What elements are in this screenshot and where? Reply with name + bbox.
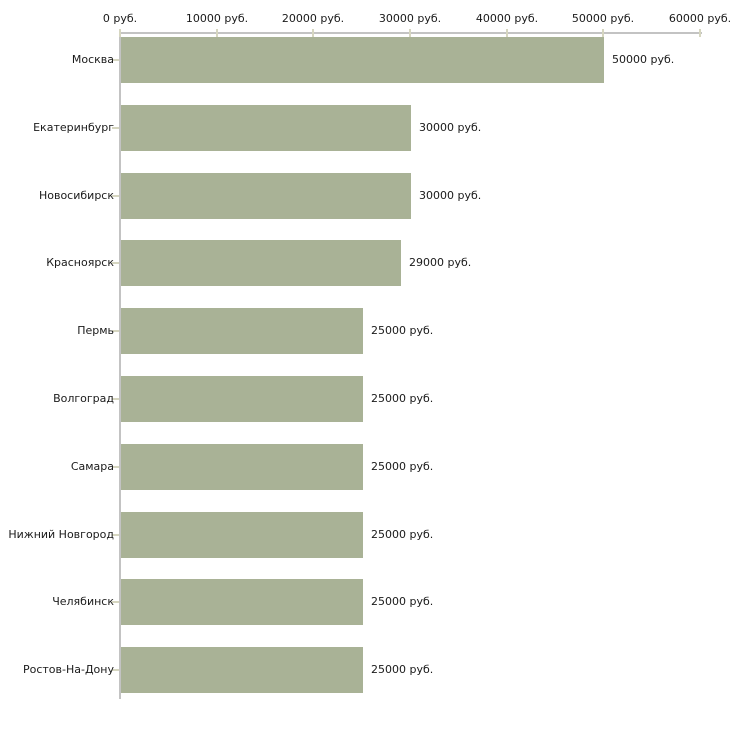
- x-axis-tick-label: 0 руб.: [102, 12, 138, 25]
- bar-6: [121, 376, 363, 422]
- value-label: 25000 руб.: [371, 460, 434, 473]
- value-label: 50000 руб.: [612, 53, 675, 66]
- bar-5: [121, 308, 363, 354]
- category-label: Нижний Новгород: [8, 528, 114, 541]
- y-axis-line: [119, 32, 121, 699]
- bar-8: [121, 512, 363, 558]
- value-label: 25000 руб.: [371, 595, 434, 608]
- value-label: 25000 руб.: [371, 324, 434, 337]
- x-axis-line: [120, 32, 702, 34]
- bar-3: [121, 173, 411, 219]
- value-label: 25000 руб.: [371, 528, 434, 541]
- x-axis-tick: [312, 29, 314, 37]
- x-axis-tick-label: 30000 руб.: [378, 12, 442, 25]
- value-label: 30000 руб.: [419, 121, 482, 134]
- x-axis-tick-label: 50000 руб.: [571, 12, 635, 25]
- category-label: Самара: [70, 460, 114, 473]
- bar-7: [121, 444, 363, 490]
- category-label: Челябинск: [52, 595, 114, 608]
- x-axis-tick: [409, 29, 411, 37]
- x-axis-tick: [119, 29, 121, 37]
- bar-10: [121, 647, 363, 693]
- y-axis-tick: [112, 59, 119, 61]
- value-label: 30000 руб.: [419, 189, 482, 202]
- bar-9: [121, 579, 363, 625]
- y-axis-tick: [112, 669, 119, 671]
- y-axis-tick: [112, 534, 119, 536]
- x-axis-tick-label: 60000 руб.: [668, 12, 730, 25]
- bar-4: [121, 240, 401, 286]
- y-axis-tick: [112, 601, 119, 603]
- x-axis-tick: [506, 29, 508, 37]
- x-axis-tick: [602, 29, 604, 37]
- x-axis-tick: [216, 29, 218, 37]
- bar-2: [121, 105, 411, 151]
- x-axis-tick-label: 10000 руб.: [185, 12, 249, 25]
- value-label: 25000 руб.: [371, 663, 434, 676]
- x-axis-tick-label: 40000 руб.: [475, 12, 539, 25]
- x-axis-tick-label: 20000 руб.: [281, 12, 345, 25]
- value-label: 25000 руб.: [371, 392, 434, 405]
- y-axis-tick: [112, 195, 119, 197]
- category-label: Новосибирск: [38, 189, 114, 202]
- category-label: Ростов-На-Дону: [22, 663, 114, 676]
- category-label: Пермь: [77, 324, 114, 337]
- category-label: Екатеринбург: [33, 121, 114, 134]
- y-axis-tick: [112, 466, 119, 468]
- y-axis-tick: [112, 127, 119, 129]
- y-axis-tick: [112, 398, 119, 400]
- x-axis-tick: [699, 29, 701, 37]
- y-axis-tick: [112, 330, 119, 332]
- bar-1: [121, 37, 604, 83]
- y-axis-tick: [112, 262, 119, 264]
- category-label: Москва: [71, 53, 114, 66]
- value-label: 29000 руб.: [409, 256, 472, 269]
- category-label: Красноярск: [46, 256, 114, 269]
- category-label: Волгоград: [53, 392, 114, 405]
